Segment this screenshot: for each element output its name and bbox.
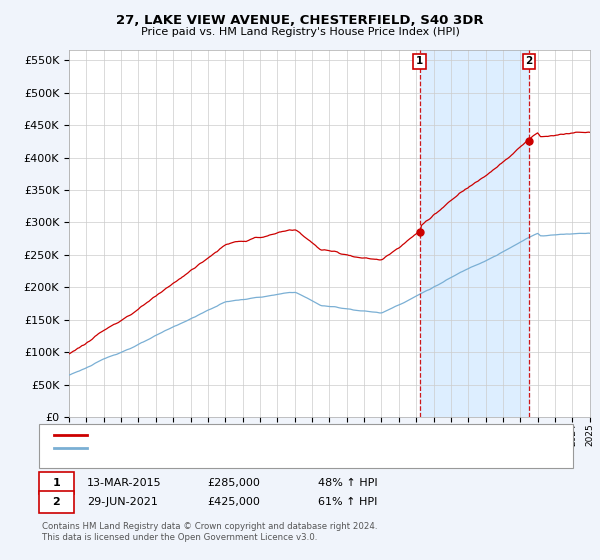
Text: £285,000: £285,000 bbox=[207, 478, 260, 488]
Text: 1: 1 bbox=[53, 478, 60, 488]
Text: 13-MAR-2015: 13-MAR-2015 bbox=[87, 478, 161, 488]
Bar bbox=[419, 50, 529, 417]
Text: 2: 2 bbox=[53, 497, 60, 507]
Text: 1: 1 bbox=[416, 57, 423, 67]
Text: 27, LAKE VIEW AVENUE, CHESTERFIELD, S40 3DR (detached house): 27, LAKE VIEW AVENUE, CHESTERFIELD, S40 … bbox=[93, 430, 430, 440]
Text: £425,000: £425,000 bbox=[207, 497, 260, 507]
Text: HPI: Average price, detached house, Chesterfield: HPI: Average price, detached house, Ches… bbox=[93, 443, 338, 453]
Text: This data is licensed under the Open Government Licence v3.0.: This data is licensed under the Open Gov… bbox=[42, 533, 317, 542]
Text: Contains HM Land Registry data © Crown copyright and database right 2024.: Contains HM Land Registry data © Crown c… bbox=[42, 522, 377, 531]
Text: 48% ↑ HPI: 48% ↑ HPI bbox=[318, 478, 377, 488]
Text: 61% ↑ HPI: 61% ↑ HPI bbox=[318, 497, 377, 507]
Text: 29-JUN-2021: 29-JUN-2021 bbox=[87, 497, 158, 507]
Text: 27, LAKE VIEW AVENUE, CHESTERFIELD, S40 3DR: 27, LAKE VIEW AVENUE, CHESTERFIELD, S40 … bbox=[116, 14, 484, 27]
Text: Price paid vs. HM Land Registry's House Price Index (HPI): Price paid vs. HM Land Registry's House … bbox=[140, 27, 460, 37]
Text: 2: 2 bbox=[525, 57, 532, 67]
